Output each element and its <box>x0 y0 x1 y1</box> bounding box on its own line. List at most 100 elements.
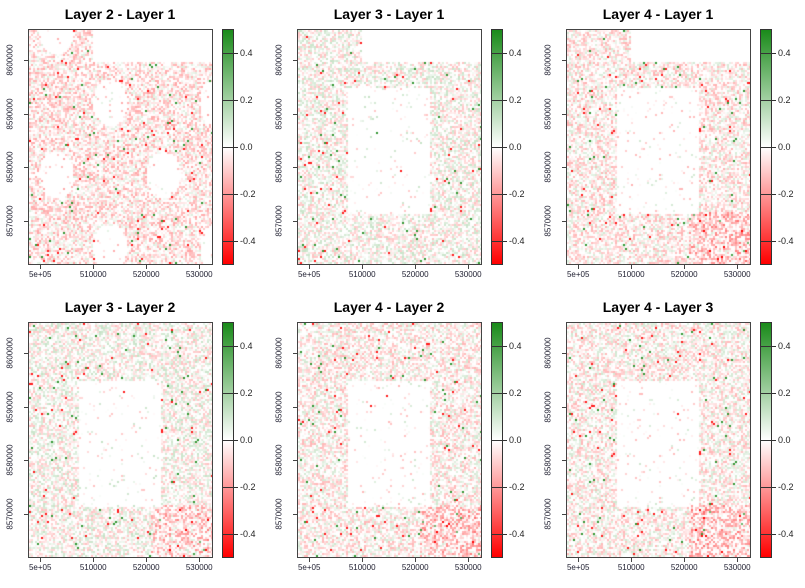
colorbar-tick <box>223 440 238 441</box>
raster-image <box>298 323 481 557</box>
x-tick-mark <box>737 265 739 269</box>
colorbar <box>222 322 238 558</box>
y-tick-label: 8570000 <box>274 498 284 530</box>
panel-title: Layer 4 - Layer 3 <box>602 299 714 315</box>
colorbar-label: 0.2 <box>509 387 522 398</box>
y-tick-label: 8590000 <box>5 391 15 423</box>
x-tick-mark <box>684 558 686 562</box>
raster-plot <box>28 322 213 558</box>
colorbar-label: -0.2 <box>778 482 794 493</box>
y-tick-label: 8580000 <box>543 444 553 476</box>
colorbar-tick <box>492 99 507 101</box>
colorbar-tick <box>223 534 238 536</box>
y-tick-mark <box>24 514 28 516</box>
colorbar-label: 0.2 <box>778 387 791 398</box>
y-tick-label: 8590000 <box>274 98 284 130</box>
colorbar-label: -0.2 <box>509 482 525 493</box>
colorbar <box>760 29 776 265</box>
colorbar-tick <box>761 345 776 347</box>
colorbar-tick <box>492 147 507 148</box>
x-tick-label: 520000 <box>401 563 429 572</box>
panel-title: Layer 3 - Layer 2 <box>64 299 176 315</box>
colorbar-tick <box>761 194 776 196</box>
y-tick-label: 8600000 <box>543 337 553 369</box>
colorbar-tick <box>761 440 776 441</box>
raster-plot <box>566 29 751 265</box>
y-tick-mark <box>293 113 297 115</box>
x-tick-label: 530000 <box>723 270 751 279</box>
colorbar-tick <box>492 440 507 441</box>
x-tick-mark <box>415 265 417 269</box>
x-tick-label: 5e+05 <box>28 563 52 572</box>
map-panel: Layer 3 - Layer 2 5e+05 510000 520000 530000… <box>0 293 268 586</box>
colorbar-label: -0.4 <box>509 236 525 247</box>
x-tick-mark <box>199 265 201 269</box>
x-tick-label: 520000 <box>132 270 160 279</box>
y-tick-mark <box>24 113 28 115</box>
x-tick-mark <box>309 558 311 562</box>
y-tick-label: 8580000 <box>274 444 284 476</box>
colorbar-tick <box>492 392 507 394</box>
x-tick-mark <box>631 558 633 562</box>
y-tick-mark <box>24 406 28 408</box>
y-tick-label: 8570000 <box>543 205 553 237</box>
colorbar-label: -0.4 <box>240 236 256 247</box>
colorbar <box>760 322 776 558</box>
x-tick-label: 530000 <box>185 270 213 279</box>
colorbar-tick <box>761 392 776 394</box>
y-tick-mark <box>562 60 566 62</box>
y-tick-label: 8600000 <box>5 44 15 76</box>
y-tick-label: 8570000 <box>543 498 553 530</box>
x-tick-mark <box>468 558 470 562</box>
y-tick-mark <box>24 460 28 462</box>
x-tick-mark <box>146 558 148 562</box>
y-tick-mark <box>293 221 297 223</box>
raster-image <box>298 30 481 264</box>
colorbar <box>491 29 507 265</box>
panel-title: Layer 4 - Layer 1 <box>602 6 714 22</box>
colorbar-tick <box>761 241 776 243</box>
y-tick-mark <box>562 221 566 223</box>
raster-plot <box>28 29 213 265</box>
x-tick-mark <box>631 265 633 269</box>
y-tick-mark <box>562 460 566 462</box>
map-panel: Layer 4 - Layer 3 5e+05 510000 520000 530000… <box>538 293 805 586</box>
x-tick-mark <box>40 265 42 269</box>
map-panel: Layer 4 - Layer 2 5e+05 510000 520000 530000… <box>269 293 537 586</box>
y-tick-label: 8600000 <box>274 337 284 369</box>
colorbar-label: -0.2 <box>240 189 256 200</box>
y-tick-mark <box>293 353 297 355</box>
x-tick-mark <box>362 265 364 269</box>
panel-title: Layer 2 - Layer 1 <box>64 6 176 22</box>
x-tick-label: 530000 <box>454 270 482 279</box>
colorbar-label: 0.0 <box>778 142 791 152</box>
y-tick-mark <box>293 460 297 462</box>
colorbar-tick <box>761 52 776 54</box>
y-tick-mark <box>562 353 566 355</box>
colorbar-label: 0.0 <box>509 142 522 152</box>
x-tick-label: 520000 <box>670 563 698 572</box>
colorbar <box>222 29 238 265</box>
colorbar-tick <box>223 345 238 347</box>
colorbar-label: 0.2 <box>240 94 253 105</box>
x-tick-label: 510000 <box>348 563 376 572</box>
colorbar-label: 0.4 <box>240 340 253 351</box>
colorbar-tick <box>761 147 776 148</box>
x-tick-label: 5e+05 <box>297 270 321 279</box>
x-tick-mark <box>737 558 739 562</box>
y-tick-mark <box>293 514 297 516</box>
colorbar-label: 0.4 <box>240 47 253 58</box>
y-tick-mark <box>293 406 297 408</box>
colorbar-label: 0.4 <box>509 340 522 351</box>
x-tick-label: 510000 <box>79 270 107 279</box>
y-tick-mark <box>562 514 566 516</box>
colorbar-label: 0.2 <box>509 94 522 105</box>
colorbar-label: 0.0 <box>240 435 253 445</box>
colorbar-tick <box>223 392 238 394</box>
colorbar-label: -0.4 <box>240 529 256 540</box>
x-tick-label: 510000 <box>348 270 376 279</box>
colorbar-label: 0.2 <box>240 387 253 398</box>
x-tick-label: 520000 <box>401 270 429 279</box>
map-panel: Layer 4 - Layer 1 5e+05 510000 520000 530000… <box>538 0 805 293</box>
colorbar-label: -0.2 <box>240 482 256 493</box>
